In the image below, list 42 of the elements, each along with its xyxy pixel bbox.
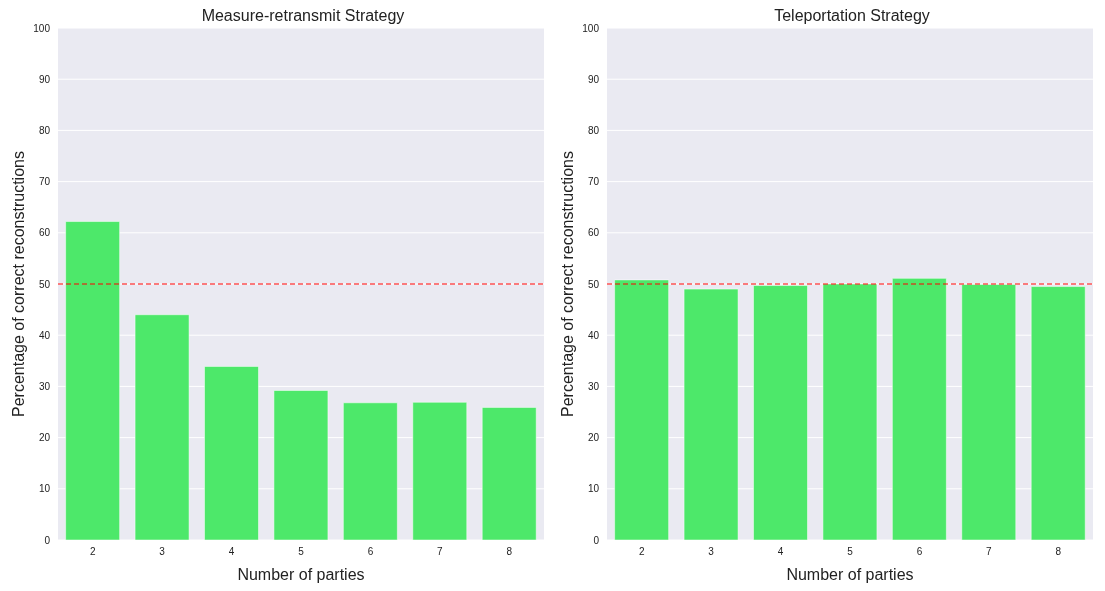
x-tick-label: 8 (506, 546, 513, 558)
x-tick-label: 2 (638, 546, 645, 558)
x-tick-label: 5 (847, 546, 854, 558)
y-tick-label: 20 (587, 432, 600, 444)
y-tick-label: 70 (587, 176, 600, 188)
y-tick-label: 100 (33, 22, 51, 34)
x-tick-label: 8 (1055, 546, 1062, 558)
y-tick-label: 50 (38, 278, 51, 290)
x-tick-label: 7 (437, 546, 444, 558)
y-tick-label: 30 (587, 380, 600, 392)
x-tick-label: 6 (916, 546, 923, 558)
x-tick-label: 3 (159, 546, 166, 558)
y-tick-label: 80 (587, 124, 600, 136)
y-tick-label: 0 (593, 534, 600, 546)
y-tick-label: 30 (38, 380, 51, 392)
y-tick-label: 60 (587, 227, 600, 239)
y-axis-title: Percentage of correct reconstructions (558, 151, 576, 417)
x-tick-label: 4 (777, 546, 784, 558)
x-tick-label: 2 (89, 546, 96, 558)
y-tick-label: 80 (38, 124, 51, 136)
y-tick-label: 90 (587, 73, 600, 85)
y-tick-label: 20 (38, 432, 51, 444)
x-tick-label: 5 (298, 546, 305, 558)
x-tick-label: 6 (367, 546, 374, 558)
y-tick-label: 100 (582, 22, 600, 34)
y-tick-label: 10 (587, 483, 600, 495)
x-tick-label: 4 (228, 546, 235, 558)
x-tick-label: 7 (986, 546, 993, 558)
y-tick-label: 70 (38, 176, 51, 188)
x-tick-label: 3 (708, 546, 715, 558)
y-tick-label: 10 (38, 483, 51, 495)
y-tick-label: 40 (587, 329, 600, 341)
y-tick-label: 0 (44, 534, 51, 546)
y-tick-label: 60 (38, 227, 51, 239)
x-axis-title: Number of parties (786, 566, 914, 583)
y-axis-title: Percentage of correct reconstructions (9, 151, 27, 417)
x-axis-title: Number of parties (237, 566, 365, 583)
chart-title: Teleportation Strategy (773, 7, 931, 24)
y-tick-label: 40 (38, 329, 51, 341)
y-tick-label: 90 (38, 73, 51, 85)
chart-title: Measure-retransmit Strategy (200, 7, 406, 24)
y-tick-label: 50 (587, 278, 600, 290)
